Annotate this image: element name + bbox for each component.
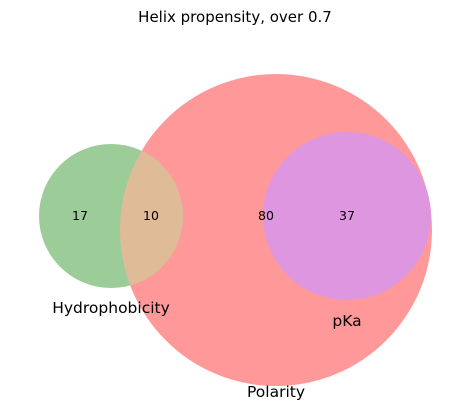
chart-title: Helix propensity, over 0.7 bbox=[138, 8, 332, 26]
set-label-polarity: Polarity bbox=[247, 383, 305, 401]
pka-circle bbox=[263, 132, 431, 300]
count-hydrophobicity-only: 17 bbox=[72, 208, 88, 223]
hydrophobicity-polarity-overlap bbox=[120, 144, 183, 288]
count-polarity-only: 80 bbox=[258, 208, 274, 223]
count-hydrophobicity-polarity: 10 bbox=[143, 208, 159, 223]
count-polarity-pka: 37 bbox=[339, 208, 355, 223]
set-label-pka: pKa bbox=[332, 312, 361, 330]
set-label-hydrophobicity: Hydrophobicity bbox=[52, 299, 170, 317]
